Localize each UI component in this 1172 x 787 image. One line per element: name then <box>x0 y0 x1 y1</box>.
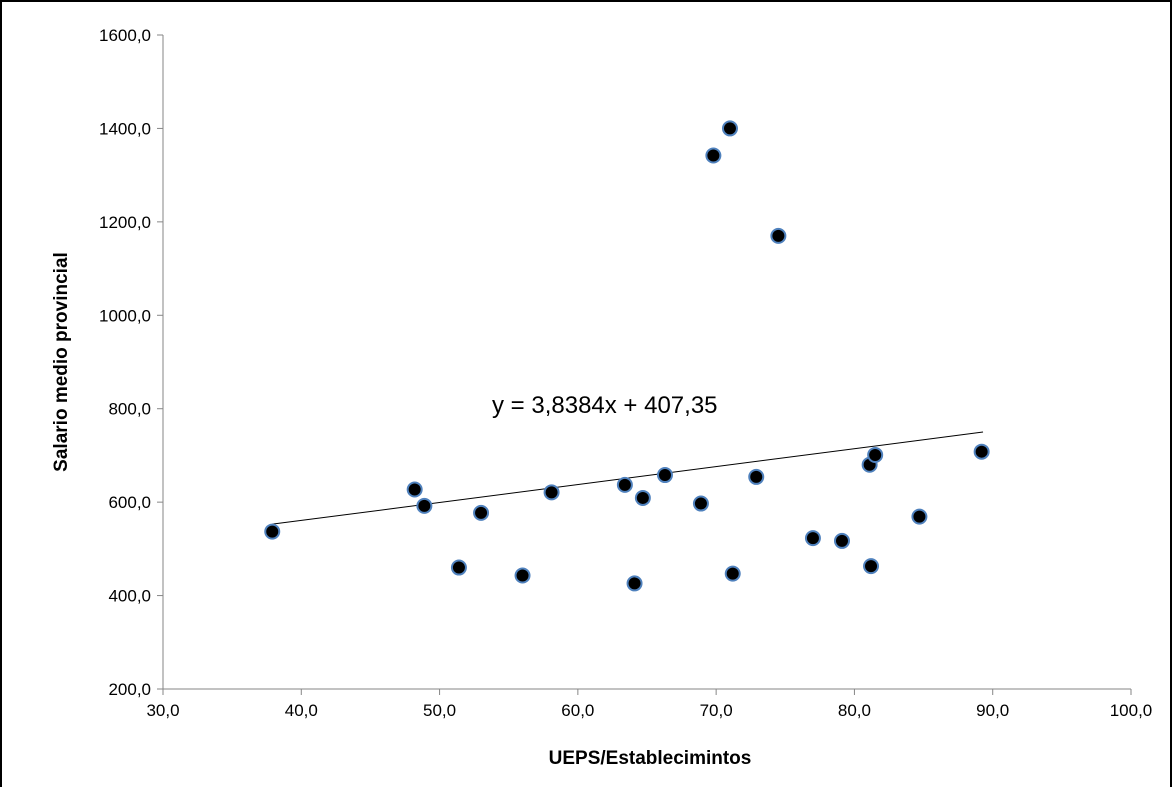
data-point <box>692 495 709 512</box>
data-point <box>973 443 990 460</box>
data-point <box>626 575 643 592</box>
x-tick-label: 90,0 <box>976 701 1009 720</box>
data-point <box>724 565 741 582</box>
data-point <box>634 489 651 506</box>
data-point <box>863 558 880 575</box>
y-tick-label: 1600,0 <box>99 26 151 45</box>
y-tick-label: 1200,0 <box>99 213 151 232</box>
y-tick-label: 200,0 <box>108 680 151 699</box>
data-point <box>721 120 738 137</box>
data-point <box>416 497 433 514</box>
data-point <box>543 484 560 501</box>
trendline-equation: y = 3,8384x + 407,35 <box>492 392 718 419</box>
data-point <box>911 508 928 525</box>
y-axis: 200,0 400,0 600,0 800,0 1000,0 1200,0 1400,0 16… <box>99 26 164 699</box>
x-axis: 30,0 40,0 50,0 60,0 70,0 80,0 90,0 100,0 <box>146 688 1153 720</box>
x-tick-label: 70,0 <box>700 701 733 720</box>
data-point <box>804 530 821 547</box>
y-tick-label: 600,0 <box>108 493 151 512</box>
x-tick-label: 80,0 <box>838 701 871 720</box>
data-point <box>406 481 423 498</box>
y-tick-label: 1400,0 <box>99 119 151 138</box>
data-point <box>833 532 850 549</box>
x-tick-label: 40,0 <box>285 701 318 720</box>
x-tick-label: 100,0 <box>1110 701 1153 720</box>
data-point <box>473 504 490 521</box>
x-tick-label: 50,0 <box>423 701 456 720</box>
data-point <box>705 147 722 164</box>
y-tick-label: 400,0 <box>108 587 151 606</box>
data-point <box>616 476 633 493</box>
data-point <box>748 468 765 485</box>
data-point <box>770 227 787 244</box>
y-axis-title: Salario medio provincial <box>51 252 72 472</box>
data-point <box>867 446 884 463</box>
y-tick-label: 800,0 <box>108 400 151 419</box>
x-axis-title: UEPS/Establecimintos <box>549 748 752 769</box>
data-point <box>656 467 673 484</box>
data-point <box>450 559 467 576</box>
data-points <box>264 120 990 592</box>
data-point <box>264 523 281 540</box>
x-tick-label: 60,0 <box>561 701 594 720</box>
y-tick-label: 1000,0 <box>99 306 151 325</box>
data-point <box>514 567 531 584</box>
x-tick-label: 30,0 <box>146 701 179 720</box>
